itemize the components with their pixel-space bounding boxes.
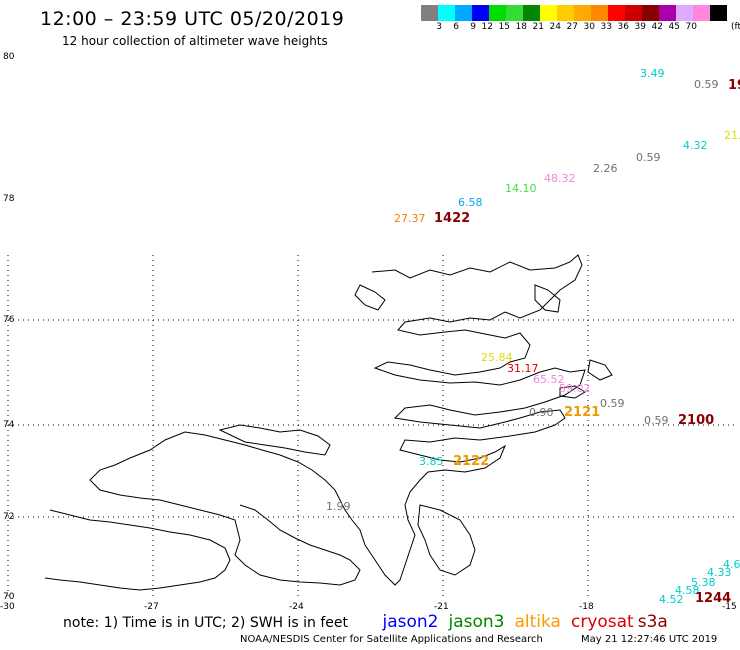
color-scale-tick: 18 (515, 22, 527, 32)
lat-label-74: 74 (3, 420, 15, 430)
wave-height-value: 2100 (678, 413, 715, 428)
color-scale-tick: 42 (651, 22, 663, 32)
wave-height-value: 5.38 (691, 576, 716, 589)
wave-height-value: 31.17 (507, 362, 539, 375)
color-swatch (455, 5, 472, 21)
map-title: 12:00 – 23:59 UTC 05/20/2019 (40, 8, 345, 30)
lon-label-24: -24 (289, 602, 304, 612)
lon-label-21: -21 (434, 602, 449, 612)
color-swatch (642, 5, 659, 21)
wave-height-value: 0.59 (636, 151, 661, 164)
wave-height-value: 2.26 (593, 162, 618, 175)
wave-height-value: 4.33 (707, 566, 732, 579)
note-text: note: 1) Time is in UTC; 2) SWH is in fe… (63, 615, 349, 631)
satellite-s3a: s3a (637, 612, 668, 632)
color-swatch (557, 5, 574, 21)
wave-height-value: 4.32 (683, 139, 708, 152)
color-scale-tick: 15 (498, 22, 510, 32)
wave-height-value: 2122 (453, 454, 490, 469)
satellite-altika: altika (514, 612, 561, 632)
color-swatch (710, 5, 727, 21)
wave-height-value: 4.58 (675, 584, 700, 597)
wave-height-value: 3.49 (640, 67, 665, 80)
graticule (7, 255, 735, 600)
color-scale-legend (421, 5, 727, 21)
color-scale-tick: 24 (549, 22, 561, 32)
wave-height-value: 1422 (434, 211, 471, 226)
color-swatch (659, 5, 676, 21)
wave-height-value: 4.6 (723, 558, 740, 571)
color-scale-tick: 27 (566, 22, 578, 32)
lon-label-18: -18 (579, 602, 594, 612)
map-subtitle: 12 hour collection of altimeter wave hei… (62, 34, 328, 48)
color-swatch (693, 5, 710, 21)
credit-line: NOAA/NESDIS Center for Satellite Applica… (240, 634, 543, 645)
wave-height-value: 1.99 (326, 500, 351, 513)
color-swatch (438, 5, 455, 21)
wave-height-value: 3.85 (419, 455, 444, 468)
color-swatch (506, 5, 523, 21)
lon-label-30: -30 (0, 602, 15, 612)
wave-height-value: 14.10 (505, 182, 537, 195)
satellite-legend: jason2 jason3 altika cryosat s3a (352, 612, 668, 632)
wave-height-value: 0.90 (529, 406, 554, 419)
lat-label-80: 80 (3, 52, 15, 62)
generated-timestamp: May 21 12:27:46 UTC 2019 (581, 634, 718, 645)
wave-height-value: 59.02 (559, 382, 591, 395)
color-swatch (608, 5, 625, 21)
wave-height-value: 0.59 (600, 397, 625, 410)
lon-label-15: -15 (722, 602, 737, 612)
wave-height-value: 4.52 (659, 593, 684, 606)
color-swatch (489, 5, 506, 21)
color-swatch (625, 5, 642, 21)
wave-height-value: 25.84 (481, 351, 513, 364)
wave-height-value: 1244 (695, 591, 732, 606)
wave-height-value: 19 (728, 78, 740, 93)
wave-height-value: 0.59 (694, 78, 719, 91)
unit-label: (ft) (731, 22, 740, 32)
color-scale-tick: 36 (617, 22, 629, 32)
color-scale-tick: 3 (436, 22, 442, 32)
color-swatch (574, 5, 591, 21)
color-scale-tick: 9 (470, 22, 476, 32)
color-swatch (540, 5, 557, 21)
color-scale-tick: 70 (685, 22, 697, 32)
color-scale-tick: 6 (453, 22, 459, 32)
color-scale-tick: 12 (481, 22, 493, 32)
color-scale-tick: 45 (668, 22, 680, 32)
axis-labels: 80 78 76 74 72 70 -30 -27 -24 -21 -18 -1… (0, 52, 737, 612)
lat-label-78: 78 (3, 194, 15, 204)
lon-label-27: -27 (144, 602, 159, 612)
wave-height-value: 6.58 (458, 196, 483, 209)
color-swatch (676, 5, 693, 21)
wave-height-value: 0.59 (644, 414, 669, 427)
lat-label-72: 72 (3, 512, 14, 522)
color-swatch (591, 5, 608, 21)
wave-height-value: 27.37 (394, 212, 426, 225)
footer-note: note: 1) Time is in UTC; 2) SWH is in fe… (63, 612, 668, 632)
coastline (44, 254, 613, 591)
color-scale-tick: 21 (532, 22, 544, 32)
wave-height-value: 48.32 (544, 172, 576, 185)
wave-height-value: 2121 (564, 405, 601, 420)
color-scale-tick: 33 (600, 22, 612, 32)
wave-height-value: 65.52 (533, 373, 565, 386)
color-scale-labels: 3 6 9 12 15 18 21 24 27 30 33 36 39 42 45 70 (421, 22, 697, 32)
color-swatch (421, 5, 438, 21)
color-scale-tick: 30 (583, 22, 595, 32)
wave-height-value: 21. (724, 129, 740, 142)
satellite-cryosat: cryosat (570, 612, 634, 632)
satellite-jason3: jason3 (448, 612, 505, 632)
color-swatch (472, 5, 489, 21)
lat-label-76: 76 (3, 315, 15, 325)
color-swatch (523, 5, 540, 21)
lat-label-70: 70 (3, 592, 15, 602)
color-scale-tick: 39 (634, 22, 646, 32)
satellite-jason2: jason2 (382, 612, 439, 632)
